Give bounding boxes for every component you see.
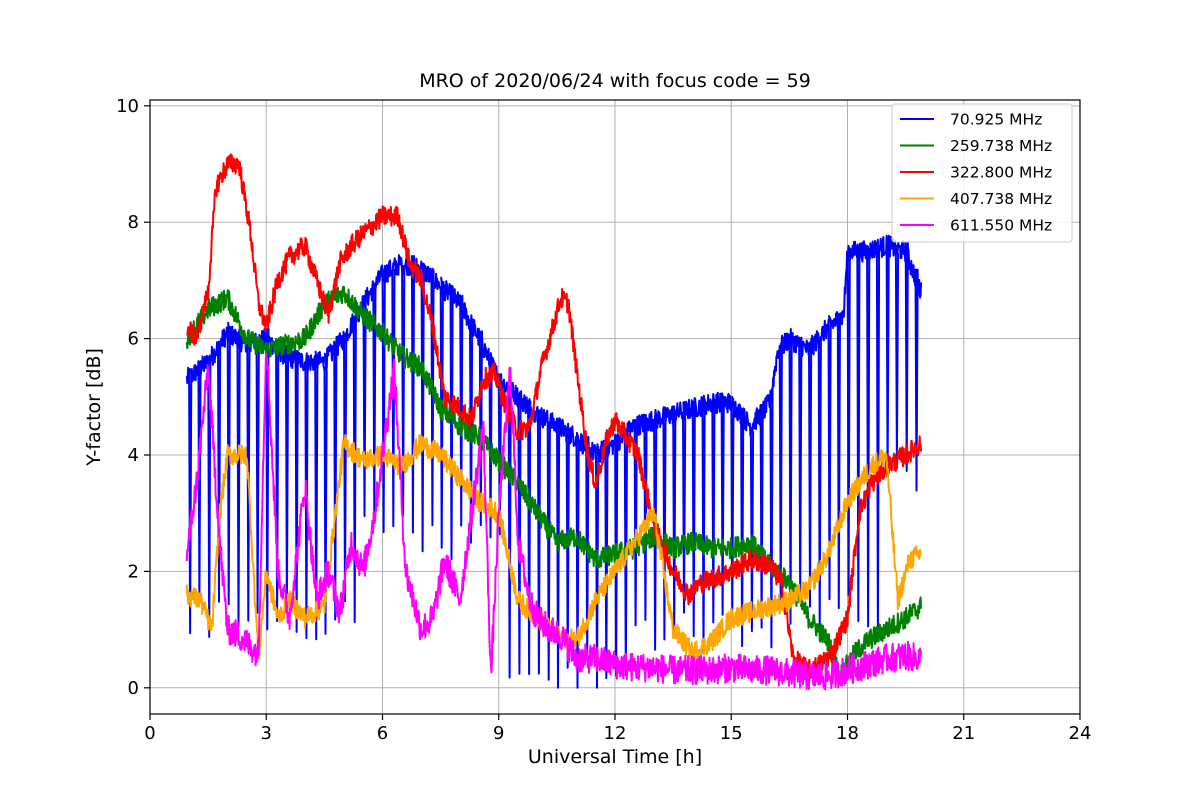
chart-title: MRO of 2020/06/24 with focus code = 59	[419, 70, 811, 92]
x-tick-label: 24	[1069, 723, 1092, 744]
y-axis-label: Y-factor [dB]	[83, 348, 105, 467]
series-line-5	[185, 352, 922, 691]
y-tick-label: 10	[116, 96, 139, 117]
legend: 70.925 MHz 259.738 MHz 322.800 MHz 407.738 …	[891, 103, 1073, 243]
x-axis: 0 3 6 9 12 15 18 21 24	[144, 714, 1091, 744]
y-tick-label: 8	[128, 212, 139, 233]
y-tick-label: 2	[128, 561, 139, 582]
series-group	[185, 153, 922, 691]
legend-label: 70.925 MHz	[950, 111, 1042, 129]
x-tick-label: 15	[720, 723, 743, 744]
legend-label: 611.550 MHz	[950, 217, 1052, 235]
legend-box	[891, 103, 1073, 243]
x-tick-label: 3	[261, 723, 272, 744]
x-axis-label: Universal Time [h]	[528, 746, 702, 768]
y-axis: 0 2 4 6 8 10	[116, 96, 150, 699]
y-tick-label: 6	[128, 329, 139, 350]
y-tick-label: 0	[128, 678, 139, 699]
x-tick-label: 0	[144, 723, 155, 744]
x-tick-label: 18	[836, 723, 859, 744]
series-line-1	[185, 234, 922, 689]
x-tick-label: 9	[493, 723, 504, 744]
legend-label: 259.738 MHz	[950, 137, 1052, 155]
x-tick-label: 12	[604, 723, 627, 744]
legend-label: 407.738 MHz	[950, 190, 1052, 208]
x-tick-label: 6	[377, 723, 388, 744]
y-tick-label: 4	[128, 445, 139, 466]
x-tick-label: 21	[952, 723, 975, 744]
legend-label: 322.800 MHz	[950, 164, 1052, 182]
